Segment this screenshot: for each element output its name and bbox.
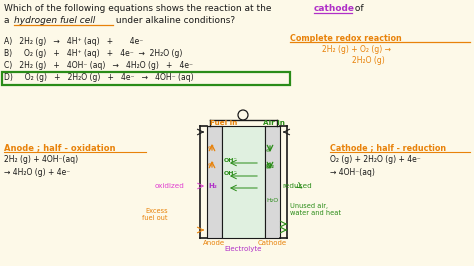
Text: Excess
fuel out: Excess fuel out bbox=[143, 208, 168, 221]
Text: reduced: reduced bbox=[282, 183, 312, 189]
Text: Fuel in: Fuel in bbox=[210, 120, 237, 126]
Text: cathode: cathode bbox=[314, 4, 355, 13]
Text: e⁻: e⁻ bbox=[266, 165, 273, 170]
Text: Anode: Anode bbox=[203, 240, 225, 246]
Text: Complete redox reaction: Complete redox reaction bbox=[290, 34, 402, 43]
Text: → 4OH⁻(aq): → 4OH⁻(aq) bbox=[330, 168, 375, 177]
Text: oxidized: oxidized bbox=[155, 183, 185, 189]
Text: under alkaline conditions?: under alkaline conditions? bbox=[113, 16, 235, 25]
Text: e⁻: e⁻ bbox=[266, 148, 273, 153]
Text: a: a bbox=[4, 16, 12, 25]
Text: e⁻: e⁻ bbox=[208, 162, 215, 167]
Text: Electrolyte: Electrolyte bbox=[224, 246, 262, 252]
Text: 2H₂ (g) + 4OH⁻(aq): 2H₂ (g) + 4OH⁻(aq) bbox=[4, 155, 78, 164]
Text: Air in: Air in bbox=[263, 120, 285, 126]
Text: 2H₂ (g) + O₂ (g) →: 2H₂ (g) + O₂ (g) → bbox=[322, 45, 391, 54]
Text: hydrogen fuel cell: hydrogen fuel cell bbox=[14, 16, 95, 25]
Text: Cathode ; half - reduction: Cathode ; half - reduction bbox=[330, 143, 446, 152]
Text: Which of the following equations shows the reaction at the: Which of the following equations shows t… bbox=[4, 4, 274, 13]
Text: A)   2H₂ (g)   →   4H⁺ (aq)   +       4e⁻: A) 2H₂ (g) → 4H⁺ (aq) + 4e⁻ bbox=[4, 37, 143, 46]
Bar bbox=[207, 126, 222, 238]
Text: B)     O₂ (g)   +   4H⁺ (aq)   +   4e⁻  →  2H₂O (g): B) O₂ (g) + 4H⁺ (aq) + 4e⁻ → 2H₂O (g) bbox=[4, 49, 182, 58]
Text: Cathode: Cathode bbox=[257, 240, 287, 246]
Text: O₂ (g) + 2H₂O (g) + 4e⁻: O₂ (g) + 2H₂O (g) + 4e⁻ bbox=[330, 155, 421, 164]
Text: of: of bbox=[352, 4, 364, 13]
Text: → 4H₂O (g) + 4e⁻: → 4H₂O (g) + 4e⁻ bbox=[4, 168, 70, 177]
Text: OH⁻: OH⁻ bbox=[224, 171, 238, 176]
Text: Unused air,
water and heat: Unused air, water and heat bbox=[290, 203, 341, 216]
Text: Anode ; half - oxidation: Anode ; half - oxidation bbox=[4, 143, 116, 152]
Bar bbox=[2, 72, 290, 85]
Text: 2H₂O (g): 2H₂O (g) bbox=[352, 56, 385, 65]
Text: D)     O₂ (g)   +   2H₂O (g)   +   4e⁻   →   4OH⁻ (aq): D) O₂ (g) + 2H₂O (g) + 4e⁻ → 4OH⁻ (aq) bbox=[4, 73, 193, 82]
Bar bbox=[222, 126, 265, 238]
Text: C)   2H₂ (g)   +   4OH⁻ (aq)   →   4H₂O (g)   +   4e⁻: C) 2H₂ (g) + 4OH⁻ (aq) → 4H₂O (g) + 4e⁻ bbox=[4, 61, 193, 70]
Text: H₂O: H₂O bbox=[266, 198, 278, 203]
Text: OH⁻: OH⁻ bbox=[224, 158, 238, 163]
Text: e⁻: e⁻ bbox=[208, 145, 215, 150]
Bar bbox=[265, 126, 280, 238]
Text: H₂: H₂ bbox=[208, 183, 217, 189]
Text: O₂: O₂ bbox=[266, 163, 275, 169]
